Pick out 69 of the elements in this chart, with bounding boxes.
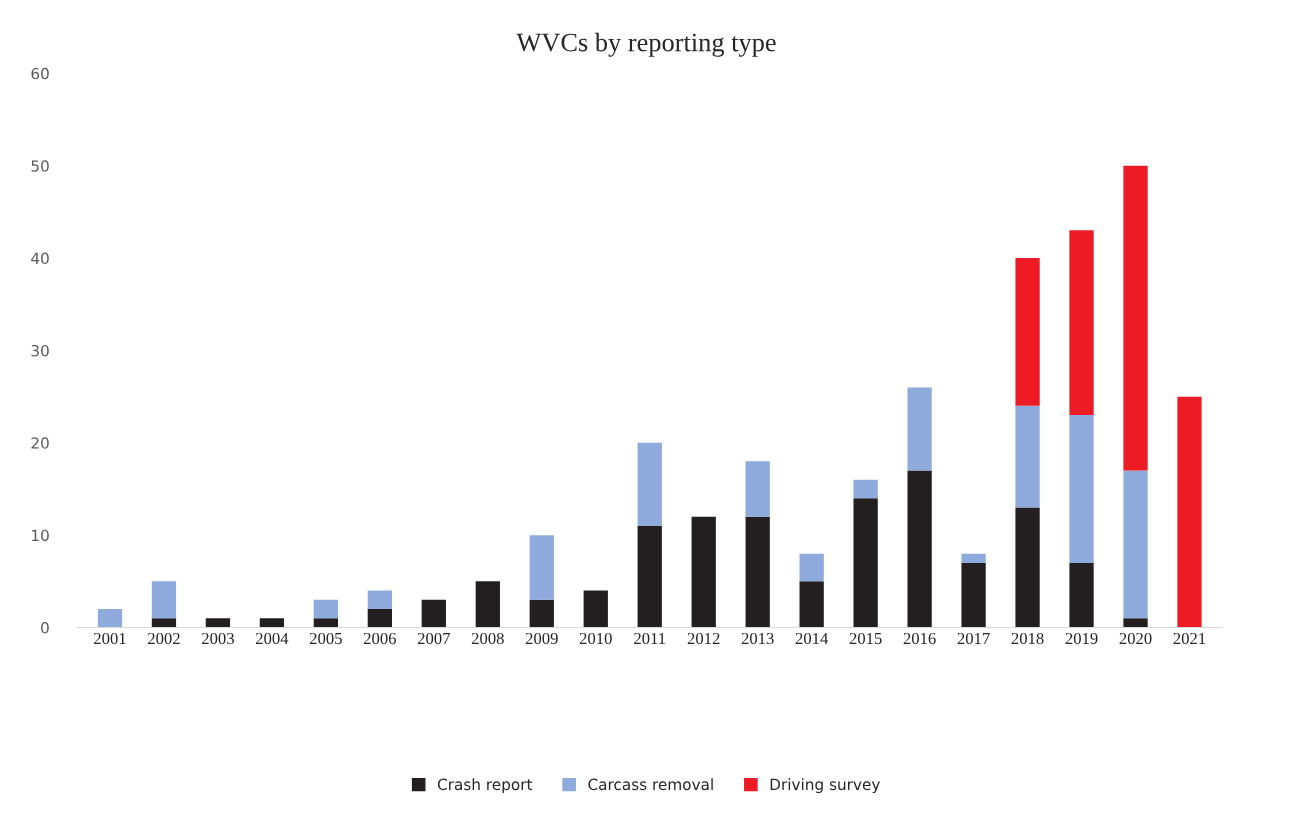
x-tick-label: 2014	[795, 632, 829, 645]
bar	[961, 562, 986, 628]
bar	[1123, 470, 1148, 619]
bar	[1069, 230, 1094, 416]
bar	[205, 618, 231, 628]
bar	[853, 479, 878, 499]
bar	[853, 498, 878, 628]
bar	[1069, 415, 1094, 563]
x-tick-label: 2011	[634, 632, 666, 645]
bar	[907, 387, 932, 471]
bar	[799, 581, 824, 628]
bar	[151, 618, 177, 628]
legend-label: Carcass removal	[588, 778, 713, 791]
bar	[637, 525, 662, 628]
x-tick-label: 2020	[1119, 632, 1152, 645]
bar	[745, 516, 770, 628]
y-tick-label: 50	[31, 160, 49, 172]
x-tick-label: 2017	[957, 632, 990, 645]
x-tick-label: 2018	[1011, 632, 1044, 645]
bar	[907, 470, 932, 628]
bar	[961, 553, 986, 563]
bar	[1015, 258, 1040, 406]
legend-label: Crash report	[437, 778, 533, 794]
bar	[259, 618, 285, 628]
bar	[151, 581, 177, 619]
bar	[421, 599, 446, 628]
bar	[1123, 165, 1148, 471]
bar	[1015, 507, 1040, 628]
bar	[691, 516, 716, 628]
bar	[583, 590, 608, 628]
bar	[367, 590, 392, 610]
x-tick-label: 2005	[309, 632, 342, 645]
y-tick-label: 60	[31, 67, 49, 80]
bar	[637, 442, 662, 526]
y-tick-label: 30	[31, 344, 49, 357]
bar	[529, 599, 554, 628]
x-tick-label: 2013	[741, 632, 774, 645]
x-tick-label: 2021	[1173, 632, 1206, 645]
bar	[367, 609, 392, 628]
y-tick-label: 40	[31, 252, 49, 265]
bar	[1177, 396, 1202, 628]
x-tick-label: 2006	[363, 632, 397, 645]
bar	[745, 461, 770, 517]
bar	[529, 535, 554, 600]
x-tick-label: 2015	[849, 632, 882, 645]
x-tick-label: 2008	[471, 632, 504, 645]
x-tick-label: 2002	[148, 632, 180, 645]
chart-title: WVCs by reporting type	[516, 32, 776, 57]
x-tick-label: 2019	[1065, 632, 1098, 645]
y-tick-label: 0	[41, 622, 49, 634]
bar	[1069, 562, 1094, 628]
x-tick-label: 2003	[201, 632, 234, 645]
y-tick-label: 20	[31, 437, 49, 449]
bar	[313, 618, 339, 628]
y-tick-label: 10	[32, 529, 49, 542]
x-tick-label: 2012	[687, 632, 720, 645]
bar	[475, 581, 500, 628]
bar	[97, 609, 123, 628]
x-tick-label: 2001	[94, 632, 126, 645]
x-tick-label: 2009	[525, 632, 558, 645]
bar	[799, 553, 824, 582]
x-tick-label: 2004	[255, 632, 289, 645]
x-tick-label: 2016	[903, 632, 936, 645]
x-tick-label: 2010	[579, 632, 612, 645]
bar	[1123, 618, 1148, 628]
x-tick-label: 2007	[417, 632, 451, 645]
bar	[313, 599, 339, 619]
legend-label: Driving survey	[770, 778, 880, 794]
bar	[1015, 405, 1040, 508]
